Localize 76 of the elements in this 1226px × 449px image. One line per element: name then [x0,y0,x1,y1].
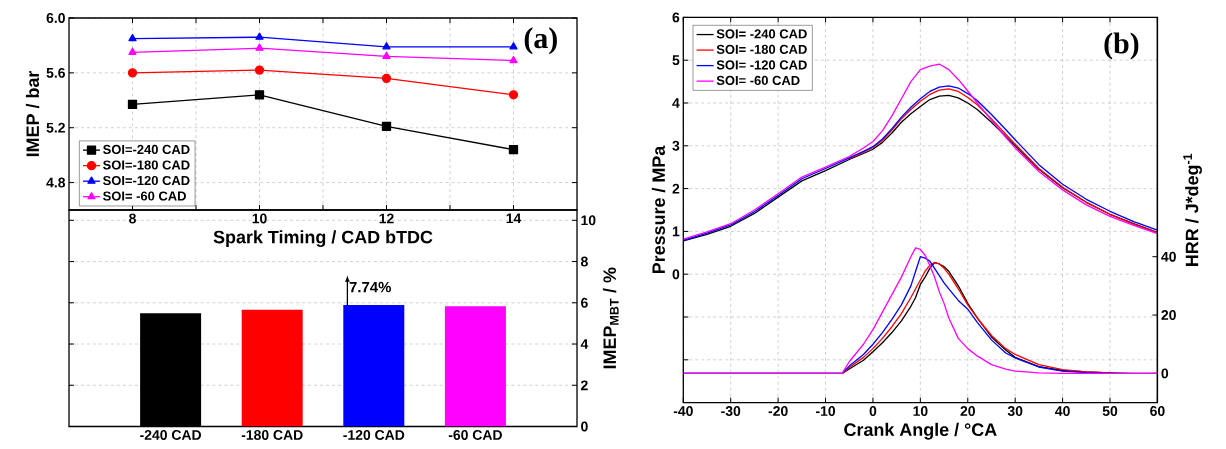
y-tick-label: 5.6 [46,67,65,78]
annotation: (a) [524,27,557,55]
point [509,42,518,50]
y-tick-label: 0 [672,269,680,280]
legend-label: SOI=-180 CAD [103,160,190,170]
x-tick-label: 10 [252,213,267,224]
x-tick-label: -20 [768,406,788,416]
x-tick-label: 30 [1007,406,1023,417]
legend-label: SOI=-240 CAD [103,144,190,155]
y-tick-label: 3 [672,140,680,151]
x-tick-label: 50 [1102,406,1118,416]
x-tick-label: 20 [960,406,975,416]
x-tick-label: -180 CAD [241,430,303,440]
y2-tick-label: 0 [1161,368,1169,379]
legend-label: SOI= -120 CAD [716,60,807,70]
y2-tick-label: 2 [581,380,588,391]
annotation: (b) [1104,32,1139,60]
point [254,90,265,100]
point [128,47,137,55]
y2-tick-label: 8 [580,256,588,267]
x-tick-label: 14 [506,213,522,224]
x-tick-label: 10 [913,406,928,416]
x-tick-label: 8 [129,213,136,224]
point [382,51,391,60]
y-tick-label: 6.0 [46,13,65,23]
y-tick-label: 2 [672,183,680,194]
x-tick-label: 12 [379,213,394,224]
annotation: 7.74% [349,281,392,293]
legend-label: SOI= -180 CAD [716,44,807,54]
y2-tick-label: 0 [581,421,588,432]
line-series [848,88,1158,234]
legend-label: SOI= -60 CAD [103,191,186,201]
point [509,55,518,64]
point [254,65,265,75]
x-tick-label: 60 [1150,406,1165,416]
legend-label: SOI= -240 CAD [716,29,807,39]
point [127,68,138,78]
x-tick-label: -60 CAD [448,430,502,440]
y-axis-title: Pressure / MPa [651,145,666,274]
legend-label: SOI= -60 CAD [716,75,800,86]
y-axis-title: IMEP / bar [25,70,40,157]
point [127,99,138,110]
bar [140,313,202,427]
y-tick-label: 6 [672,12,680,23]
point [508,90,519,100]
y-tick-label: 5 [672,55,680,66]
y2-tick-label: 40 [1161,251,1176,262]
x-tick-label: -40 [673,406,693,416]
point [381,73,392,83]
x-tick-label: -30 [721,406,741,417]
point [255,43,264,51]
point [508,145,519,155]
y2-tick-label: 20 [1161,310,1176,320]
y2-tick-label: 6 [581,297,588,308]
x-tick-label: -120 CAD [343,430,405,440]
x-tick-label: 40 [1055,406,1070,416]
point [128,33,137,42]
point [381,121,392,131]
y2-axis-title: HRR / J*deg$^{-1}$ [1183,153,1202,266]
y2-tick-label: 4 [580,339,589,349]
x-tick-label: -10 [816,406,836,416]
x-tick-label: 0 [869,406,877,416]
x-axis-title: Spark Timing / CAD bTDC [213,230,433,248]
x-tick-label: -240 CAD [140,430,201,440]
point [255,32,264,40]
bar [343,305,405,427]
y-tick-label: 4.8 [46,177,66,188]
bar [444,306,506,427]
y-tick-label: 1 [672,226,680,237]
bar [241,309,303,427]
point [382,42,391,50]
y-tick-label: 5.2 [46,122,65,133]
y-tick-label: 4 [672,98,680,108]
legend-label: SOI=-120 CAD [103,175,190,186]
y2-axis-title: IMEP$_{MBT}$ / % [602,267,619,369]
x-axis-title: Crank Angle / °CA [844,422,997,440]
